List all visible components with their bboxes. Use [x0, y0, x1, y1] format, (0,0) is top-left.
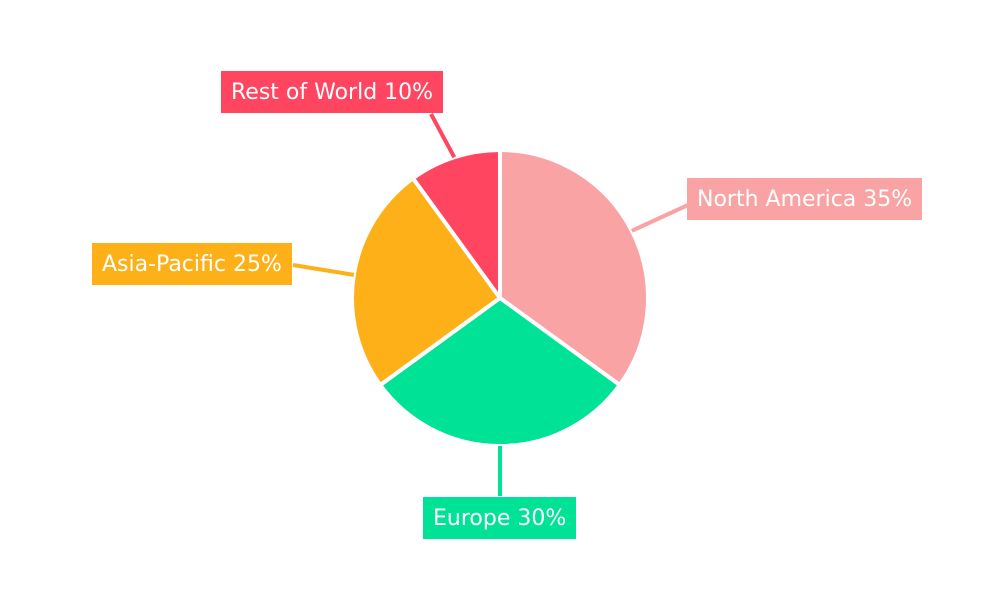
pie-slice-rest-of-world[interactable] [411, 148, 502, 300]
callout-label-asia-pacific: Asia-Pacific 25% [92, 243, 292, 285]
callout-label-rest-of-world: Rest of World 10% [221, 71, 444, 113]
callout-label-europe: Europe 30% [423, 497, 577, 539]
leader-line-asia-pacific [292, 263, 355, 277]
pie-slice-north-america[interactable] [498, 148, 650, 387]
leader-line-rest-of-world [429, 113, 457, 159]
pie-slice-asia-pacific[interactable] [350, 176, 502, 387]
pie-slice-europe[interactable] [378, 296, 622, 448]
callout-label-north-america: North America 35% [687, 178, 923, 220]
leader-line-north-america [631, 203, 689, 233]
